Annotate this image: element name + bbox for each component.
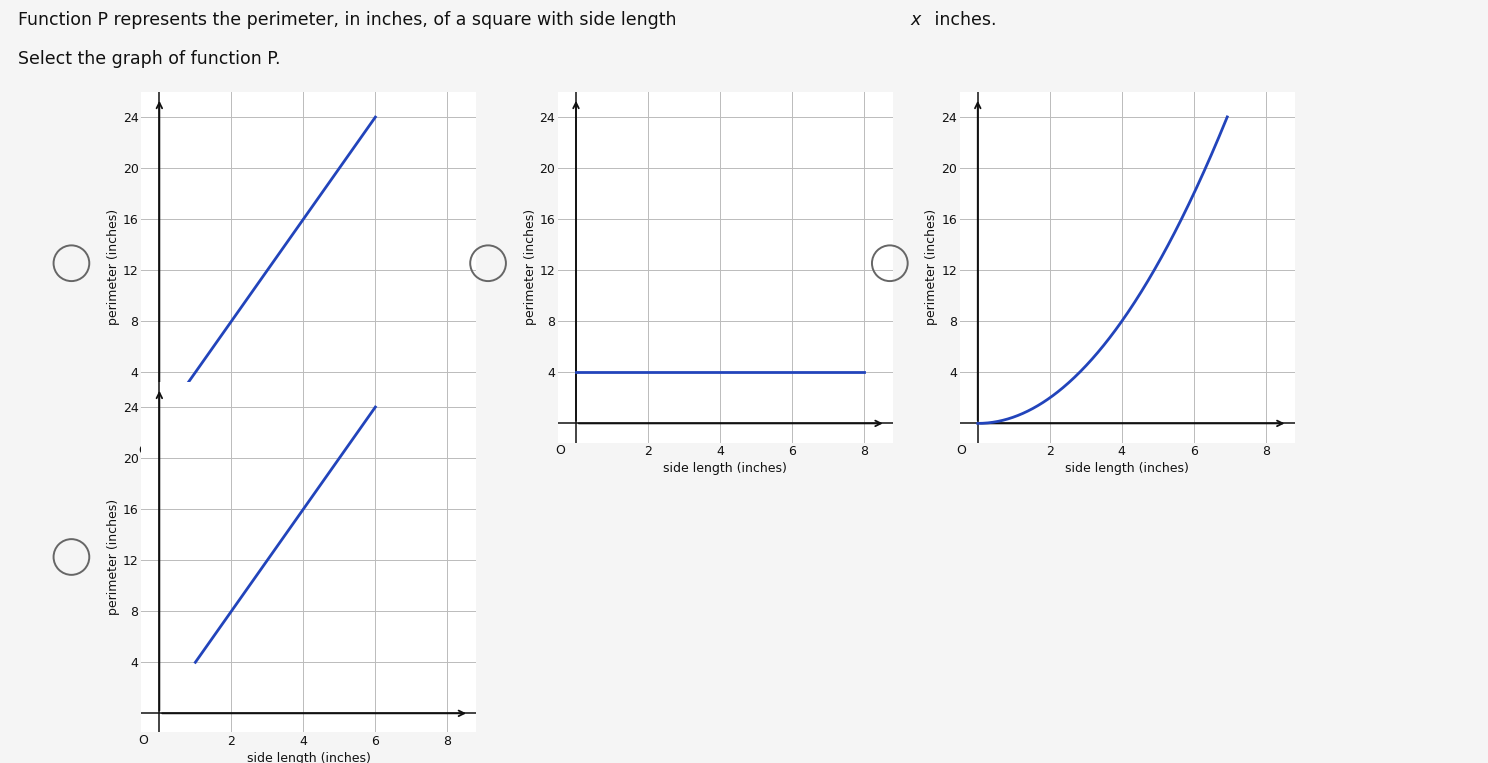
- X-axis label: side length (inches): side length (inches): [247, 752, 371, 763]
- Text: Function P represents the perimeter, in inches, of a square with side length: Function P represents the perimeter, in …: [18, 11, 682, 30]
- Text: O: O: [138, 734, 149, 747]
- X-axis label: side length (inches): side length (inches): [664, 462, 787, 475]
- X-axis label: side length (inches): side length (inches): [1065, 462, 1189, 475]
- Text: x: x: [911, 11, 921, 30]
- Y-axis label: perimeter (inches): perimeter (inches): [524, 209, 537, 325]
- Text: O: O: [555, 444, 565, 457]
- Y-axis label: perimeter (inches): perimeter (inches): [107, 209, 121, 325]
- X-axis label: side length (inches): side length (inches): [247, 462, 371, 475]
- Text: inches.: inches.: [929, 11, 995, 30]
- Text: O: O: [957, 444, 967, 457]
- Y-axis label: perimeter (inches): perimeter (inches): [926, 209, 939, 325]
- Text: Select the graph of function P.: Select the graph of function P.: [18, 50, 280, 68]
- Y-axis label: perimeter (inches): perimeter (inches): [107, 499, 121, 615]
- Text: O: O: [138, 444, 149, 457]
